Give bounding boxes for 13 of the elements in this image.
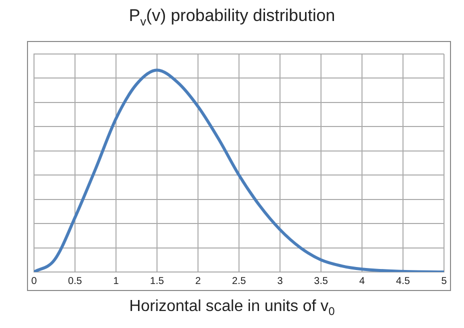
x-tick-label: 2 bbox=[195, 276, 202, 287]
x-axis-title: Horizontal scale in units of v$_{0}$ bbox=[128, 298, 336, 318]
x-tick-label: 3.5 bbox=[314, 276, 328, 287]
x-tick-label: 2.5 bbox=[232, 276, 246, 287]
x-tick-label: 4 bbox=[359, 276, 366, 287]
x-tick-label: 5 bbox=[441, 276, 448, 287]
x-tick-label: 4.5 bbox=[396, 276, 410, 287]
x-tick-label: 0 bbox=[31, 276, 38, 287]
x-tick-label: 1.5 bbox=[150, 276, 164, 287]
x-tick-label: 1 bbox=[113, 276, 120, 287]
x-tick-label: 0.5 bbox=[68, 276, 82, 287]
chart-title: P$_{v}$(v) probability distribution bbox=[128, 6, 336, 28]
x-tick-label: 3 bbox=[277, 276, 284, 287]
